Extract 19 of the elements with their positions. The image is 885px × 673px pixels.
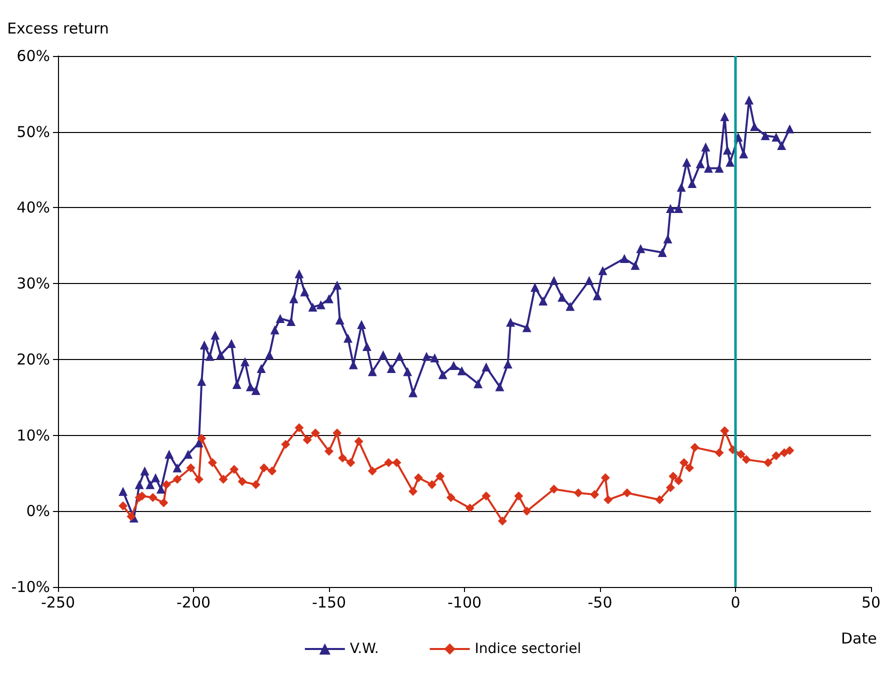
x-tick-label: -200	[176, 594, 211, 612]
legend-label: V.W.	[350, 641, 379, 657]
x-tick-label: 50	[861, 594, 881, 612]
y-tick-label: 0%	[26, 502, 50, 520]
y-tick-label: 60%	[16, 47, 50, 65]
y-tick-label: 50%	[16, 122, 50, 141]
x-tick-label: -100	[447, 594, 482, 612]
x-tick-label: -150	[312, 594, 346, 612]
y-tick-label: 10%	[16, 426, 50, 444]
y-axis-title: Excess return	[7, 20, 109, 38]
y-tick-label: 30%	[16, 274, 50, 293]
x-axis-title: Date	[841, 630, 877, 648]
x-tick-label: -50	[588, 594, 612, 612]
y-tick-label: 40%	[16, 198, 50, 217]
x-tick-label: -250	[40, 594, 76, 612]
legend-label: Indice sectoriel	[474, 641, 582, 657]
y-tick-label: -10%	[11, 578, 50, 596]
x-tick-label: 0	[730, 594, 740, 612]
y-tick-label: 20%	[16, 350, 50, 368]
